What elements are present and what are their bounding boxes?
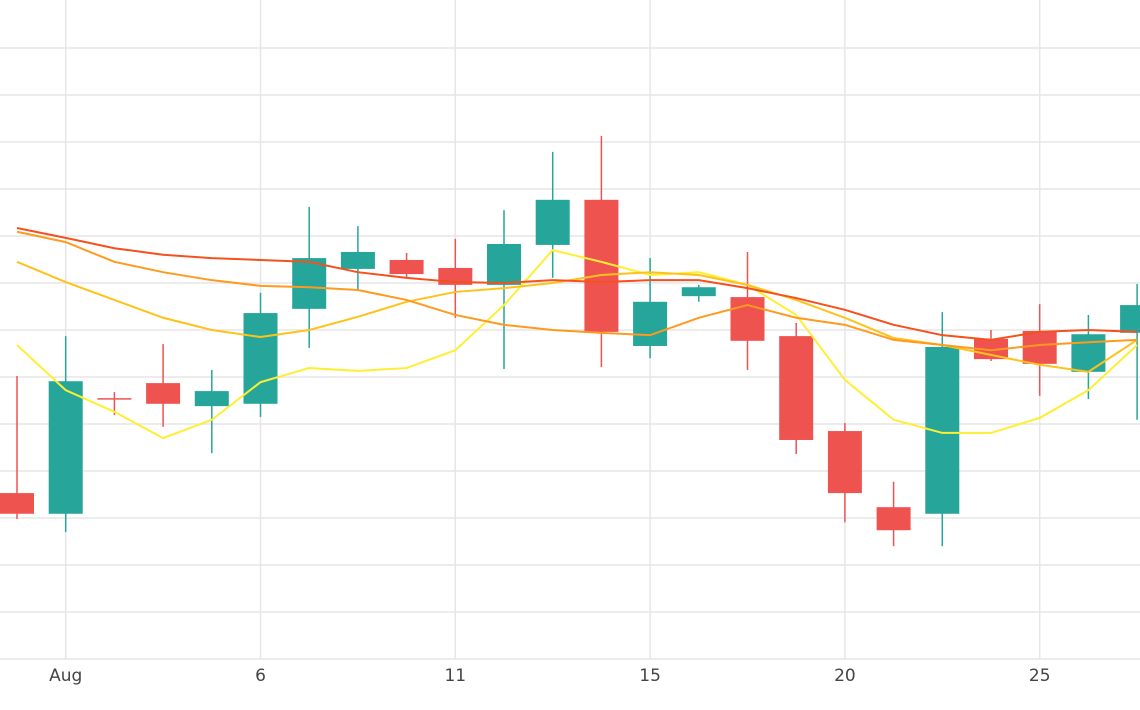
candle — [535, 151, 570, 278]
candle-body — [779, 336, 814, 440]
candle-body — [535, 199, 570, 245]
candle-body — [1120, 305, 1140, 333]
candle — [243, 292, 278, 417]
candle-body — [292, 258, 327, 309]
candle-body — [487, 243, 521, 285]
candle — [194, 369, 229, 454]
candle — [1120, 283, 1140, 420]
candle-body — [1071, 334, 1106, 372]
candle — [876, 481, 911, 547]
x-tick-label: 20 — [834, 666, 856, 686]
candle — [487, 210, 521, 370]
x-tick-label: Aug — [49, 666, 82, 686]
candle — [389, 252, 424, 278]
candle — [779, 322, 814, 455]
candle-body — [243, 313, 278, 404]
candle-body — [146, 383, 181, 404]
candle — [1022, 304, 1057, 396]
x-tick-label: 15 — [639, 666, 661, 686]
moving-average-line — [16, 230, 1138, 352]
candle — [438, 238, 473, 318]
candle — [1071, 314, 1106, 400]
candle-body — [97, 398, 132, 400]
x-tick-label: 6 — [255, 666, 266, 686]
candle-body — [876, 507, 911, 531]
candle — [48, 336, 83, 533]
moving-average-line — [16, 248, 1138, 440]
candle-body — [1022, 330, 1057, 364]
candle-body — [340, 251, 375, 269]
candle — [292, 206, 327, 348]
candle-body — [633, 301, 668, 346]
candle-body — [730, 297, 765, 341]
candle-body — [48, 381, 83, 514]
candle-body — [0, 493, 34, 514]
candle-body — [194, 391, 229, 407]
x-tick-label: 11 — [444, 666, 466, 686]
candle — [730, 251, 765, 370]
candle-body — [827, 431, 862, 494]
candle — [681, 284, 716, 302]
candle-body — [389, 259, 424, 275]
candle — [146, 344, 181, 427]
candle — [827, 423, 862, 523]
candle — [0, 376, 34, 519]
moving-average-line — [16, 227, 1138, 341]
candle — [340, 226, 375, 291]
moving-average-line — [16, 260, 1138, 373]
candle-body — [681, 287, 716, 297]
x-tick-label: 25 — [1029, 666, 1051, 686]
